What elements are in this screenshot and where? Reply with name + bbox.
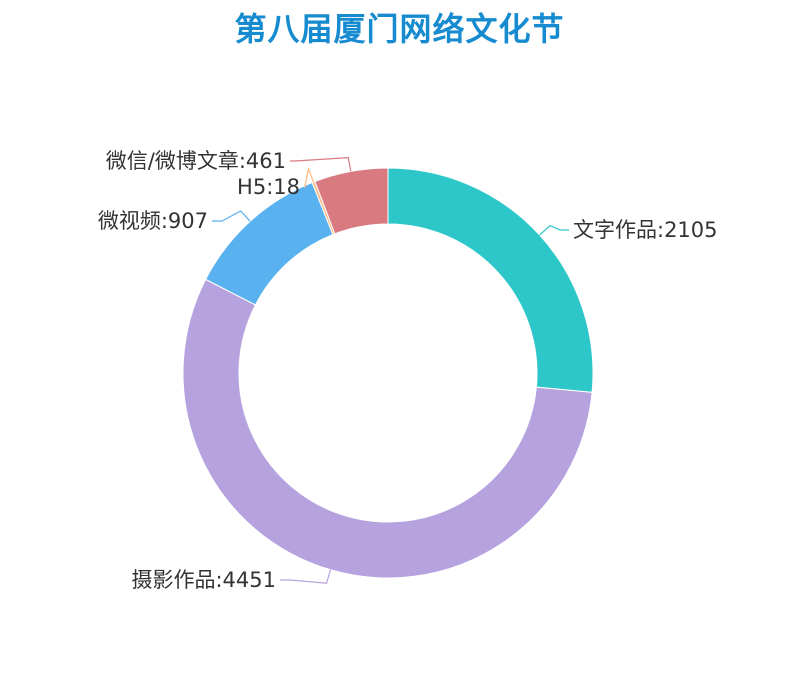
slice-2[interactable] (204, 181, 334, 306)
slice-label-3: H5:18 (237, 175, 300, 199)
leader-line-3 (304, 166, 315, 188)
leader-line-1 (280, 569, 332, 584)
slice-label-1: 摄影作品:4451 (131, 568, 276, 592)
slice-4[interactable] (314, 167, 389, 235)
chart-title: 第八届厦门网络文化节 (234, 10, 565, 48)
slice-label-2: 微视频:907 (98, 209, 208, 233)
leader-line-0 (539, 224, 569, 236)
slice-label-0: 文字作品:2105 (573, 218, 718, 242)
slice-0[interactable] (387, 167, 594, 393)
slice-1[interactable] (182, 278, 593, 579)
leader-line-2 (212, 210, 251, 222)
slice-label-4: 微信/微博文章:461 (106, 149, 286, 173)
leader-line-4 (290, 156, 352, 172)
